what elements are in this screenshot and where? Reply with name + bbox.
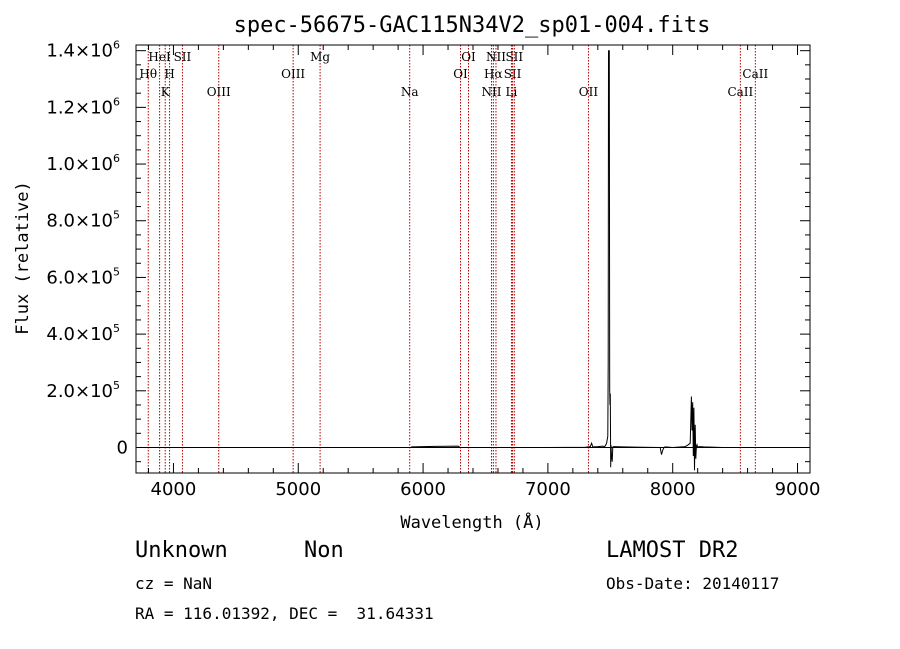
- spectrum-layer: [136, 50, 810, 471]
- x-tick-label-0: 4000: [151, 479, 197, 500]
- y-tick-label-6: 1.2×106: [46, 95, 120, 118]
- spectrum-line: [136, 50, 804, 471]
- y-tick-label-4: 8.0×105: [46, 209, 120, 232]
- line-label-5: OIII: [207, 85, 231, 99]
- x-tick-label-2: 6000: [400, 479, 446, 500]
- x-tick-label-1: 5000: [275, 479, 321, 500]
- line-label-11: NII: [481, 85, 501, 99]
- y-axis-label: Flux (relative): [13, 181, 33, 335]
- y-tick-label-5: 1.0×106: [46, 152, 120, 175]
- line-label-4: H: [164, 67, 174, 81]
- line-label-2: HeI: [148, 50, 171, 64]
- x-tick-label-5: 9000: [775, 479, 821, 500]
- x-tick-label-3: 7000: [525, 479, 571, 500]
- coordinates: RA = 116.01392, DEC = 31.64331: [135, 604, 434, 623]
- line-label-14: SII: [504, 67, 522, 81]
- line-label-6: OIII: [281, 67, 305, 81]
- y-tick-label-2: 4.0×105: [46, 322, 120, 345]
- observation-date: Obs-Date: 20140117: [606, 574, 780, 593]
- line-label-7: Mg: [310, 50, 330, 64]
- survey-name: LAMOST DR2: [606, 538, 739, 563]
- line-label-17: OII: [579, 85, 599, 99]
- y-tick-label-1: 2.0×105: [46, 379, 120, 402]
- y-tick-label-3: 6.0×105: [46, 265, 120, 288]
- line-label-15: SII: [505, 50, 523, 64]
- line-label-1: K: [161, 85, 171, 99]
- redshift-value: cz = NaN: [135, 574, 213, 593]
- object-class: Unknown: [135, 538, 228, 563]
- x-axis-label: Wavelength (Å): [400, 511, 543, 533]
- line-label-9: OI: [453, 67, 468, 81]
- line-label-12: NII: [486, 50, 506, 64]
- line-label-10: OI: [461, 50, 476, 64]
- chart-title: spec-56675-GAC115N34V2_sp01-004.fits: [234, 13, 711, 38]
- y-tick-label-7: 1.4×106: [46, 39, 120, 62]
- axes-layer: 4000 5000 6000 7000 8000 9000 0 2.0×105 4.0×105 6…: [46, 39, 820, 500]
- x-tick-label-4: 8000: [650, 479, 696, 500]
- line-label-18: CaII: [727, 85, 753, 99]
- line-label-8: Na: [401, 85, 419, 99]
- plot-frame: [135, 44, 811, 474]
- line-label-19: CaII: [742, 67, 768, 81]
- line-label-0: Hθ: [139, 67, 157, 81]
- line-label-13: Hα: [484, 67, 503, 81]
- y-tick-label-0: 0: [117, 437, 128, 458]
- line-label-3: SII: [174, 50, 192, 64]
- line-label-16: Li: [506, 85, 518, 99]
- object-subclass: Non: [304, 538, 344, 563]
